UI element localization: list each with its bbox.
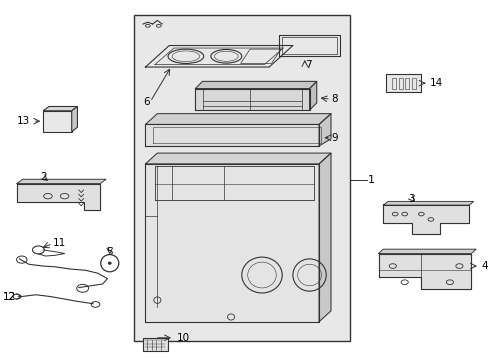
Text: 7: 7 [304, 60, 311, 70]
Polygon shape [383, 205, 468, 234]
Polygon shape [43, 107, 77, 111]
Polygon shape [145, 125, 319, 146]
Bar [43, 111, 72, 132]
Bar [385, 74, 421, 92]
Polygon shape [17, 179, 106, 184]
Text: 8: 8 [330, 94, 337, 104]
Polygon shape [17, 184, 100, 211]
Bar [411, 78, 415, 89]
Polygon shape [383, 202, 473, 205]
Text: 5: 5 [106, 247, 113, 257]
Polygon shape [145, 45, 292, 67]
Polygon shape [309, 81, 316, 110]
Text: 10: 10 [176, 333, 189, 343]
Polygon shape [319, 153, 330, 321]
Polygon shape [195, 81, 316, 89]
Text: 11: 11 [53, 238, 66, 248]
Text: 14: 14 [429, 78, 442, 88]
Bar [398, 78, 402, 89]
Text: 4: 4 [480, 261, 487, 271]
Text: 9: 9 [330, 133, 337, 143]
Polygon shape [145, 114, 330, 125]
Polygon shape [195, 89, 309, 110]
Polygon shape [145, 153, 330, 164]
Polygon shape [378, 253, 470, 289]
Text: 12: 12 [2, 292, 16, 302]
Text: 12: 12 [2, 292, 16, 302]
Ellipse shape [108, 262, 111, 264]
Polygon shape [72, 107, 77, 132]
Text: 6: 6 [143, 97, 150, 107]
Polygon shape [145, 164, 319, 321]
Bar [133, 15, 349, 341]
Polygon shape [378, 249, 475, 253]
Bar [391, 78, 395, 89]
Bar [405, 78, 408, 89]
Text: 3: 3 [407, 194, 414, 204]
Text: 2: 2 [40, 172, 46, 182]
Bar [143, 338, 167, 351]
Text: 13: 13 [17, 116, 30, 126]
Text: 1: 1 [367, 175, 374, 185]
Polygon shape [278, 35, 340, 56]
Polygon shape [319, 114, 330, 146]
